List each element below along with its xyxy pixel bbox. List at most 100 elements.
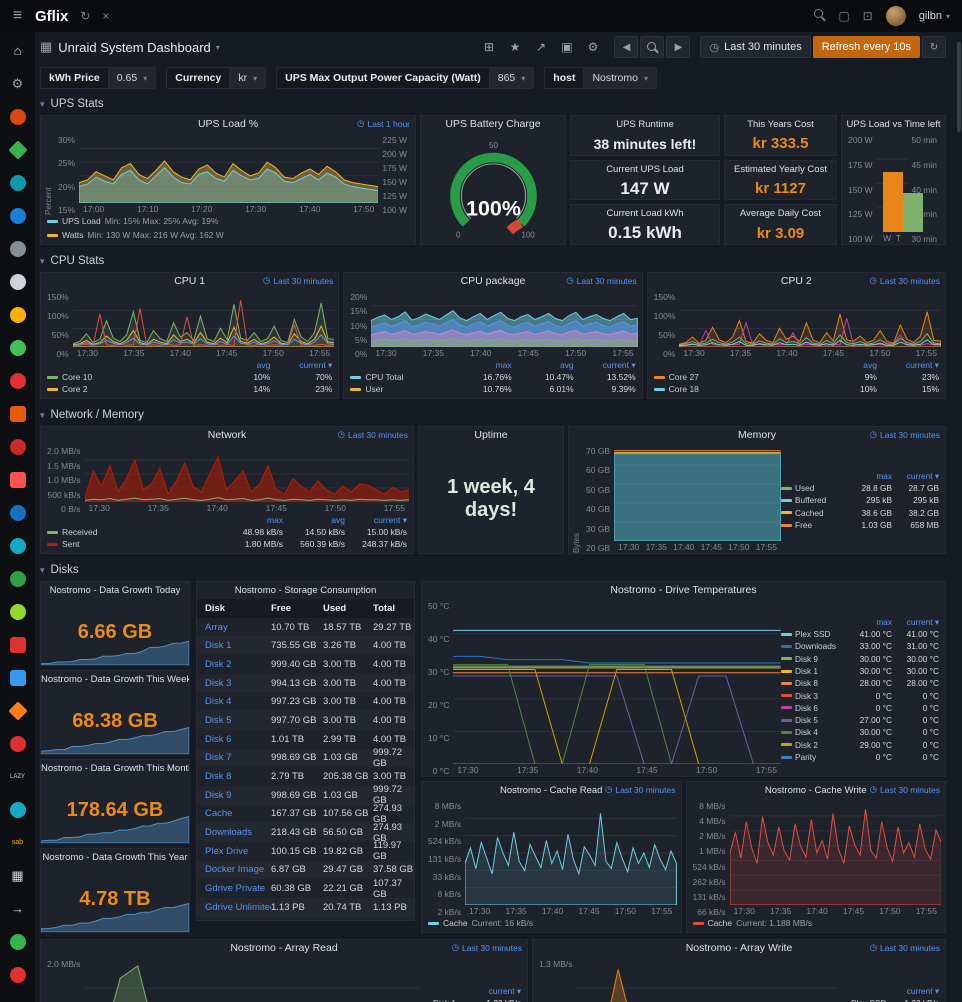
- panel-title[interactable]: UPS Runtime: [616, 119, 674, 130]
- series-color-swatch[interactable]: [47, 387, 58, 391]
- series-color-swatch[interactable]: [47, 233, 58, 237]
- legend-item[interactable]: Core 10 10% 70%: [47, 371, 332, 383]
- variable-value-dropdown[interactable]: kr: [229, 67, 267, 89]
- sidebar-app-item[interactable]: [0, 661, 35, 694]
- variable-value-dropdown[interactable]: 0.65: [107, 67, 157, 89]
- sidebar-app-item[interactable]: sab: [0, 826, 35, 859]
- cache-write-graph[interactable]: [729, 801, 941, 905]
- sidebar-app-item[interactable]: [0, 793, 35, 826]
- legend-sort-header[interactable]: avg: [331, 515, 345, 525]
- sidebar-app-item[interactable]: ⌂: [0, 34, 35, 67]
- add-panel-button[interactable]: ⊞: [483, 40, 494, 54]
- sidebar-app-item[interactable]: LAZY: [0, 760, 35, 793]
- sidebar-app-item[interactable]: [0, 232, 35, 265]
- cpu-package-graph[interactable]: [371, 292, 638, 347]
- legend-item[interactable]: Disk 9 30.00 °C 30.00 °C: [781, 653, 939, 665]
- panel-title[interactable]: CPU 2: [780, 275, 812, 287]
- disk-name-link[interactable]: Disk 4: [205, 696, 232, 708]
- sidebar-app-item[interactable]: →: [0, 892, 35, 925]
- sidebar-app-item[interactable]: [0, 496, 35, 529]
- legend-sort-header[interactable]: current ▾: [906, 985, 939, 996]
- playlist-cycle-icon[interactable]: ↻: [80, 9, 91, 23]
- sidebar-app-item[interactable]: [0, 628, 35, 661]
- sidebar-app-item[interactable]: [0, 430, 35, 463]
- legend-sort-header[interactable]: current ▾: [906, 470, 939, 481]
- panel-title[interactable]: Nostromo - Cache Write: [764, 785, 867, 796]
- dashboard-grid-icon[interactable]: ▦: [40, 39, 53, 54]
- save-button[interactable]: ▣: [561, 40, 573, 54]
- legend-item[interactable]: Core 27 9% 23%: [653, 371, 939, 383]
- sidebar-app-item[interactable]: [0, 100, 35, 133]
- legend-item[interactable]: Core 2 14% 23%: [47, 383, 332, 395]
- network-graph[interactable]: [84, 446, 409, 502]
- legend-sort-header[interactable]: max: [876, 470, 892, 481]
- panel-title[interactable]: Nostromo - Storage Consumption: [234, 585, 377, 596]
- legend-item[interactable]: Received 48.98 kB/s 14.50 kB/s 15.00 kB/s: [47, 526, 407, 538]
- legend-item[interactable]: Parity 0 °C 0 °C: [781, 751, 939, 763]
- legend-item[interactable]: Disk 1 30.00 °C 30.00 °C: [781, 665, 939, 677]
- section-header-netmem[interactable]: ▾ Network / Memory: [40, 409, 144, 421]
- disk-name-link[interactable]: Cache: [205, 808, 233, 820]
- cpu2-graph[interactable]: [679, 292, 941, 347]
- series-color-swatch[interactable]: [781, 706, 792, 710]
- series-color-swatch[interactable]: [781, 718, 792, 722]
- series-color-swatch[interactable]: [781, 657, 792, 661]
- panel-title[interactable]: Nostromo - Array Write: [685, 942, 793, 954]
- series-color-swatch[interactable]: [350, 375, 362, 379]
- series-color-swatch[interactable]: [781, 498, 792, 502]
- legend-item[interactable]: Sent 1.80 MB/s 560.39 kB/s 248.37 kB/s: [47, 538, 407, 550]
- panel-title[interactable]: Estimated Yearly Cost: [734, 163, 827, 175]
- legend-sort-header[interactable]: current ▾: [373, 515, 407, 525]
- column-header[interactable]: Free: [271, 602, 292, 614]
- legend-item[interactable]: CPU Total 16.76% 10.47% 13.52%: [350, 371, 636, 383]
- series-color-swatch[interactable]: [47, 219, 58, 223]
- disk-name-link[interactable]: Docker Image: [205, 864, 265, 876]
- legend-item[interactable]: Used 28.8 GB 28.7 GB: [781, 482, 939, 494]
- legend-sort-header[interactable]: current ▾: [299, 360, 333, 370]
- legend-item[interactable]: Downloads 33.00 °C 31.00 °C: [781, 640, 939, 652]
- series-color-swatch[interactable]: [781, 644, 792, 648]
- section-header-disks[interactable]: ▾ Disks: [40, 564, 79, 576]
- series-color-swatch[interactable]: [653, 375, 665, 379]
- panel-title[interactable]: UPS Battery Charge: [445, 118, 541, 130]
- sidebar-app-item[interactable]: [0, 364, 35, 397]
- panel-title[interactable]: Nostromo - Drive Temperatures: [610, 584, 757, 596]
- panel-title[interactable]: Nostromo - Data Growth This Week: [41, 674, 189, 685]
- star-button[interactable]: ★: [509, 40, 521, 54]
- legend-sort-header[interactable]: avg: [559, 360, 574, 370]
- disk-name-link[interactable]: Array: [205, 621, 228, 633]
- disk-name-link[interactable]: Disk 1: [205, 640, 232, 652]
- sidebar-app-item[interactable]: ▦: [0, 859, 35, 892]
- zoom-out-button[interactable]: [640, 36, 665, 58]
- legend-item[interactable]: Plex SSD1.23 kB/s: [837, 997, 939, 1002]
- cpu1-graph[interactable]: [72, 292, 335, 347]
- panel-title[interactable]: Memory: [738, 429, 776, 441]
- legend-item[interactable]: Cache Current: 1.188 MB/s: [692, 917, 812, 929]
- disk-name-link[interactable]: Disk 6: [205, 733, 232, 745]
- search-icon[interactable]: [814, 9, 825, 23]
- sidebar-app-item[interactable]: [0, 694, 35, 727]
- sidebar-app-item[interactable]: [0, 298, 35, 331]
- series-color-swatch[interactable]: [781, 523, 792, 527]
- section-header-ups[interactable]: ▾ UPS Stats: [40, 98, 104, 110]
- disk-name-link[interactable]: Plex Drive: [205, 845, 249, 857]
- sidebar-app-item[interactable]: [0, 529, 35, 562]
- panel-title[interactable]: Current UPS Load: [606, 163, 684, 175]
- ups-bars-graph[interactable]: [877, 135, 923, 232]
- disk-name-link[interactable]: Disk 8: [205, 771, 232, 783]
- legend-sort-header[interactable]: current ▾: [906, 616, 939, 627]
- legend-item[interactable]: Disk 5 27.00 °C 0 °C: [781, 714, 939, 726]
- legend-item[interactable]: Plex SSD 41.00 °C 41.00 °C: [781, 628, 939, 640]
- sidebar-app-item[interactable]: [0, 397, 35, 430]
- panel-title[interactable]: Nostromo - Array Read: [230, 942, 338, 954]
- cache-read-graph[interactable]: [465, 801, 677, 905]
- cast-icon[interactable]: ⊡: [862, 9, 873, 23]
- time-forward-button[interactable]: ▶: [666, 36, 691, 58]
- sidebar-app-item[interactable]: [0, 562, 35, 595]
- memory-graph[interactable]: [614, 446, 781, 541]
- share-button[interactable]: ↗: [535, 40, 546, 54]
- array-read-graph[interactable]: [85, 959, 419, 1002]
- panel-title[interactable]: This Years Cost: [747, 119, 814, 130]
- panel-title[interactable]: CPU package: [460, 275, 526, 287]
- legend-sort-header[interactable]: max: [495, 360, 512, 370]
